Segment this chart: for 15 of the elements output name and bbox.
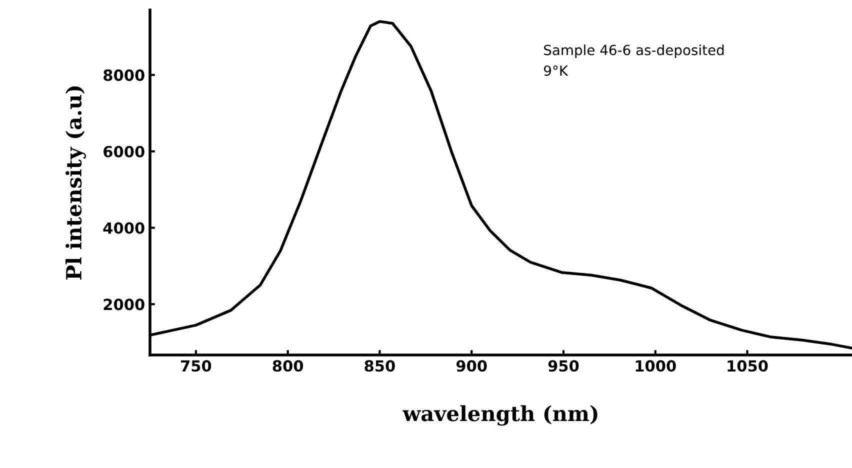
x-tick-label: 1050 xyxy=(728,360,768,372)
x-tick-label: 850 xyxy=(364,360,395,372)
y-tick-label: 2000 xyxy=(104,298,144,310)
y-axis-title: Pl intensity (a.u) xyxy=(65,86,86,280)
y-tick-label: 6000 xyxy=(104,146,144,158)
x-tick-label: 900 xyxy=(456,360,487,372)
annotation: 9°K xyxy=(544,65,568,76)
x-tick-label: 800 xyxy=(272,360,304,372)
x-tick-label: 750 xyxy=(181,360,212,372)
y-tick-label: 8000 xyxy=(104,69,144,81)
x-axis-title: wavelength (nm) xyxy=(402,405,598,426)
x-tick-label: 1000 xyxy=(636,360,676,372)
annotation: Sample 46-6 as-deposited xyxy=(544,44,724,58)
y-tick-label: 4000 xyxy=(103,222,144,234)
x-tick-label: 950 xyxy=(548,360,579,372)
